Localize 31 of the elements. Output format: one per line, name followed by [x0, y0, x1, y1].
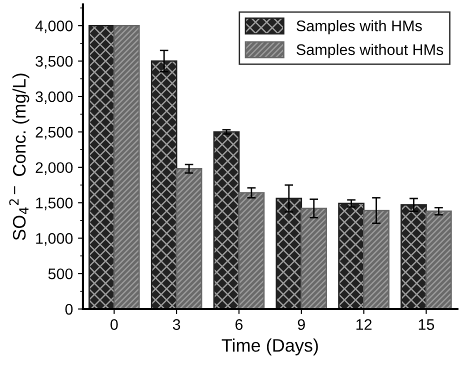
x-tick-label: 0 — [110, 319, 118, 330]
bar — [176, 168, 202, 310]
bar — [300, 208, 328, 310]
bar — [213, 131, 240, 310]
x-tick-label: 3 — [172, 319, 180, 330]
legend-label: Samples with HMs — [296, 20, 422, 34]
bar — [238, 192, 265, 310]
bar — [113, 24, 140, 310]
y-tick-label: 2,500 — [36, 126, 73, 140]
y-tick-label: 1,000 — [36, 233, 73, 246]
bar — [400, 204, 427, 310]
y-axis-title: SO$_{4}$$^{2−}$ Conc. (mg/L) — [9, 74, 30, 240]
bar — [276, 198, 302, 310]
bar — [338, 202, 364, 310]
y-tick-label: 0 — [65, 304, 73, 315]
bar — [426, 210, 452, 310]
x-tick-label: 15 — [418, 319, 434, 330]
bar — [88, 24, 115, 310]
bar — [150, 60, 178, 310]
x-tick-label: 6 — [236, 319, 243, 330]
y-tick-label: 2,000 — [36, 162, 73, 175]
y-tick-label: 4,000 — [35, 20, 73, 34]
x-tick-label: 12 — [356, 319, 372, 330]
legend-label: Samples without HMs — [296, 44, 444, 58]
y-tick-label: 500 — [48, 268, 73, 280]
x-axis-title: Time (Days) — [222, 338, 318, 356]
bar — [363, 210, 390, 310]
x-tick-label: 9 — [298, 319, 305, 330]
y-tick-label: 3,500 — [36, 56, 73, 69]
y-tick-label: 3,000 — [36, 91, 73, 104]
y-tick-label: 1,500 — [36, 198, 73, 210]
